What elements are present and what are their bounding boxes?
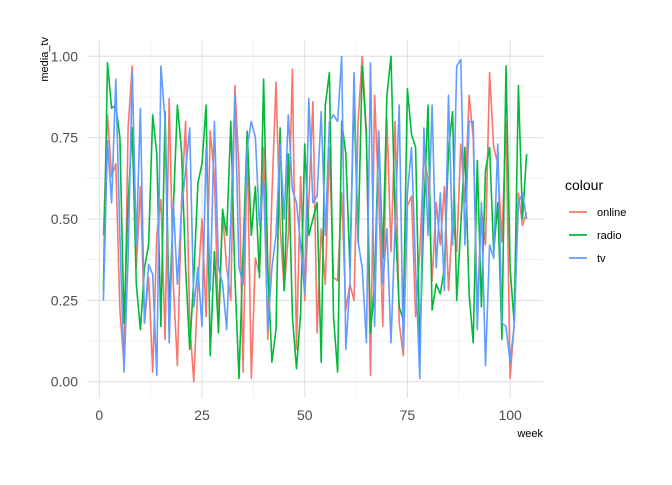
- legend: colour online radio tv: [565, 177, 626, 265]
- series-line-radio: [102, 55, 528, 380]
- x-tick-label: 50: [297, 407, 313, 423]
- x-tick-label: 0: [95, 407, 103, 423]
- x-tick-label: 25: [194, 407, 210, 423]
- legend-items: online radio tv: [569, 207, 626, 265]
- y-tick-label: 0.25: [51, 292, 78, 308]
- series-line-tv: [102, 55, 528, 380]
- legend-label-tv: tv: [597, 253, 606, 265]
- y-axis-title: media_tv: [39, 37, 51, 82]
- series-lines: [102, 55, 528, 383]
- x-tick-labels: 0 25 50 75 100: [95, 407, 522, 423]
- legend-title: colour: [565, 177, 603, 193]
- x-tick-label: 100: [498, 407, 522, 423]
- y-tick-label: 0.00: [51, 374, 78, 390]
- legend-label-radio: radio: [597, 230, 621, 242]
- y-tick-label: 0.50: [51, 211, 78, 227]
- legend-label-online: online: [597, 207, 626, 219]
- x-axis-title: week: [516, 428, 543, 440]
- x-tick-label: 75: [400, 407, 416, 423]
- y-tick-labels: 0.00 0.25 0.50 0.75 1.00: [51, 48, 78, 389]
- y-tick-label: 0.75: [51, 130, 78, 146]
- y-tick-label: 1.00: [51, 48, 78, 64]
